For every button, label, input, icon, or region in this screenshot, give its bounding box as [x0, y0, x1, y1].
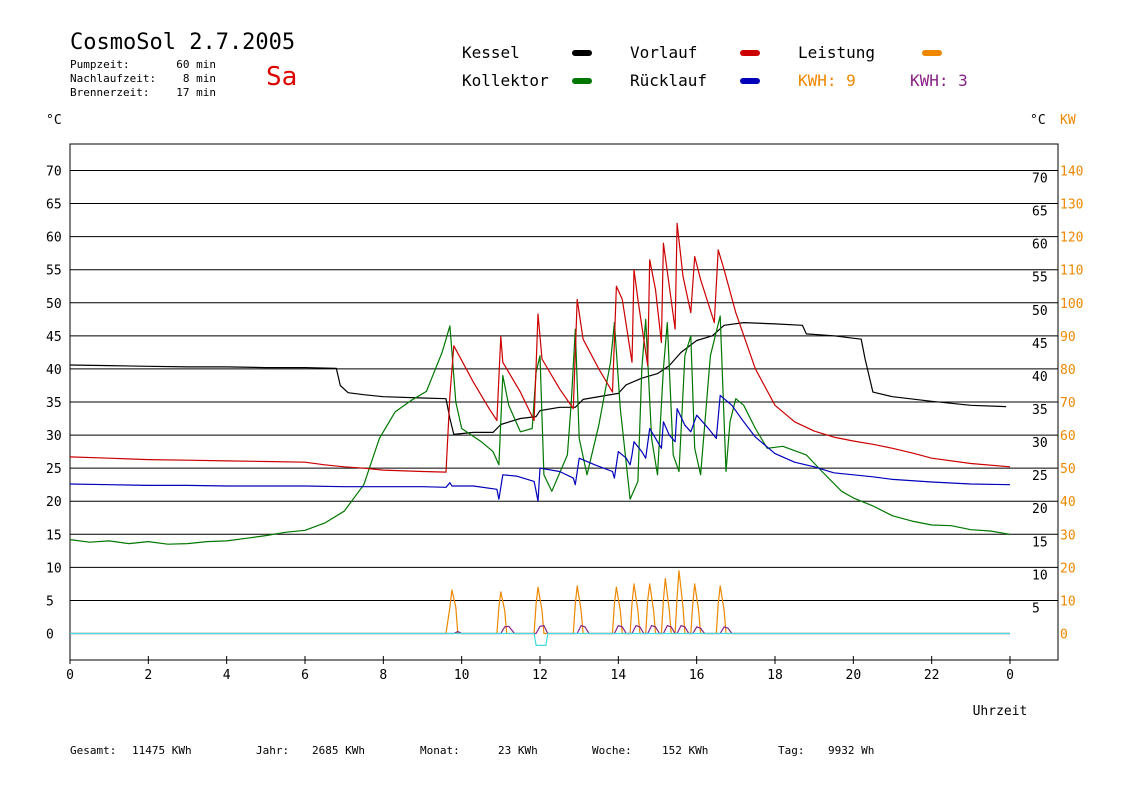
x-tick-label: 2 [144, 668, 152, 683]
y-tick-label-left: 5 [46, 594, 54, 609]
y-tick-label-left: 20 [46, 495, 62, 510]
footer-gesamt-label: Gesamt: [70, 744, 117, 757]
kw-tick-label: 30 [1060, 528, 1076, 543]
x-axis-label: Uhrzeit [973, 704, 1028, 719]
footer-monat-label: Monat: [420, 744, 460, 757]
legend-ruecklauf-swatch [740, 78, 760, 84]
y-tick-label-right: 55 [1032, 271, 1048, 286]
series-kessel [69, 322, 1007, 435]
kw-tick-label: 20 [1060, 561, 1076, 576]
y-tick-label-right: 50 [1032, 304, 1048, 319]
x-tick-label: 0 [1006, 668, 1014, 683]
kw-tick-label: 130 [1060, 198, 1083, 213]
legend-kwh-1: KWH: 9 [798, 71, 856, 90]
pump-value: 60 min [176, 58, 216, 71]
footer-woche-value: 152 KWh [662, 744, 709, 757]
y-tick-label-left: 35 [46, 396, 62, 411]
kw-axis-unit: KW [1060, 113, 1076, 128]
y-tick-label-left: 30 [46, 429, 62, 444]
weekday-label: Sa [266, 62, 298, 92]
y-tick-label-right: 20 [1032, 502, 1048, 517]
kw-tick-label: 90 [1060, 330, 1076, 345]
footer-gesamt-value: 11475 KWh [132, 744, 192, 757]
x-tick-label: 12 [532, 668, 548, 683]
pump-label: Pumpzeit: [70, 58, 130, 71]
y-tick-label-left: 60 [46, 231, 62, 246]
after-run-label: Nachlaufzeit: [70, 72, 157, 85]
y-tick-label-right: 70 [1032, 171, 1048, 186]
x-tick-label: 20 [846, 668, 862, 683]
kw-tick-label: 40 [1060, 495, 1076, 510]
y-tick-label-left: 15 [46, 528, 62, 543]
y-tick-label-right: 35 [1032, 403, 1048, 418]
x-tick-label: 14 [611, 668, 627, 683]
y-tick-label-left: 0 [46, 628, 54, 643]
kw-tick-label: 0 [1060, 628, 1068, 643]
y-axis-unit-left: °C [46, 113, 62, 128]
x-tick-label: 4 [223, 668, 231, 683]
y-tick-label-right: 25 [1032, 469, 1048, 484]
series-ruecklauf [69, 394, 1011, 502]
legend-vorlauf-swatch [740, 50, 760, 56]
y-tick-label-left: 65 [46, 198, 62, 213]
legend-kollektor-swatch [572, 78, 592, 84]
kw-tick-label: 80 [1060, 363, 1076, 378]
footer-tag-label: Tag: [778, 744, 805, 757]
burner-label: Brennerzeit: [70, 86, 150, 99]
kw-tick-label: 120 [1060, 231, 1083, 246]
legend-vorlauf-label: Vorlauf [630, 43, 698, 62]
series-baseline [70, 632, 1010, 646]
kw-tick-label: 100 [1060, 297, 1083, 312]
x-tick-label: 18 [767, 668, 783, 683]
y-tick-label-left: 10 [46, 561, 62, 576]
series-vorlauf [69, 222, 1011, 473]
legend-kollektor-label: Kollektor [462, 71, 549, 90]
series-kollektor [69, 315, 1011, 545]
footer-woche-label: Woche: [592, 744, 632, 757]
y-tick-label-right: 65 [1032, 205, 1048, 220]
x-tick-label: 10 [454, 668, 470, 683]
legend-leistung-swatch [922, 50, 942, 56]
kw-tick-label: 50 [1060, 462, 1076, 477]
burner-value: 17 min [176, 86, 216, 99]
y-tick-label-right: 30 [1032, 436, 1048, 451]
legend-leistung-label: Leistung [798, 43, 876, 62]
legend-kessel-label: Kessel [462, 43, 520, 62]
y-tick-label-right: 5 [1032, 601, 1040, 616]
series-leistung [70, 570, 1010, 635]
footer-tag-value: 9932 Wh [828, 744, 875, 757]
y-tick-label-left: 45 [46, 330, 62, 345]
footer-jahr-value: 2685 KWh [312, 744, 365, 757]
y-tick-label-left: 40 [46, 363, 62, 378]
y-axis-unit-right: °C [1030, 113, 1046, 128]
y-tick-label-right: 60 [1032, 238, 1048, 253]
kw-tick-label: 140 [1060, 164, 1083, 179]
footer-monat-value: 23 KWh [498, 744, 538, 757]
x-tick-label: 22 [924, 668, 940, 683]
x-tick-label: 16 [689, 668, 705, 683]
x-tick-label: 0 [66, 668, 74, 683]
after-run-value: 8 min [182, 72, 216, 85]
kw-tick-label: 70 [1060, 396, 1076, 411]
legend-ruecklauf-label: Rücklauf [630, 71, 708, 90]
legend-kwh-2: KWH: 3 [910, 71, 968, 90]
y-tick-label-right: 15 [1032, 535, 1048, 550]
kw-tick-label: 110 [1060, 264, 1083, 279]
footer-jahr-label: Jahr: [256, 744, 290, 757]
y-tick-label-right: 45 [1032, 337, 1048, 352]
kw-tick-label: 10 [1060, 594, 1076, 609]
series-kwh [70, 625, 1010, 635]
y-tick-label-left: 50 [46, 297, 62, 312]
y-tick-label-right: 40 [1032, 370, 1048, 385]
y-tick-label-left: 70 [46, 164, 62, 179]
y-tick-label-left: 25 [46, 462, 62, 477]
legend-kessel-swatch [572, 50, 592, 56]
x-tick-label: 8 [379, 668, 387, 683]
y-tick-label-left: 55 [46, 264, 62, 279]
x-tick-label: 6 [301, 668, 309, 683]
page-title: CosmoSol 2.7.2005 [70, 30, 296, 55]
kw-tick-label: 60 [1060, 429, 1076, 444]
y-tick-label-right: 10 [1032, 568, 1048, 583]
